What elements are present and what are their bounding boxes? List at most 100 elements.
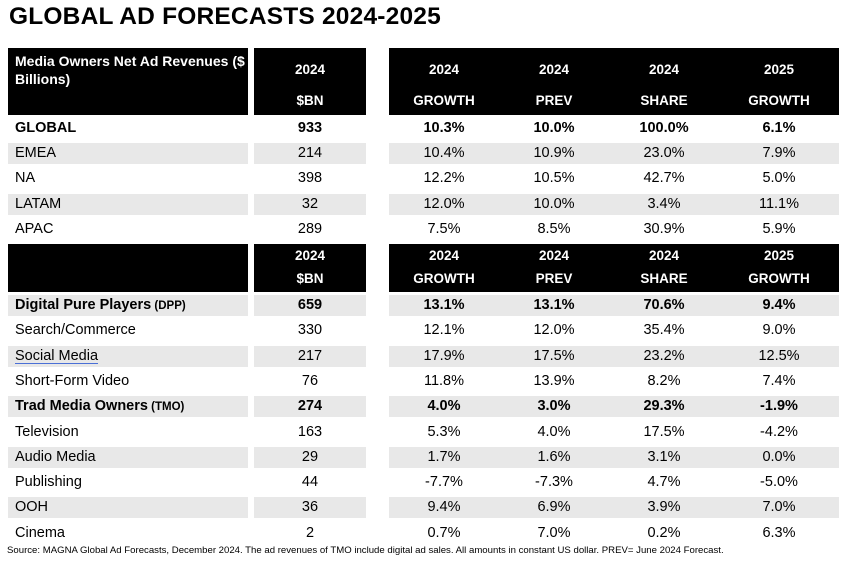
header-col-prev: 2024 PREV xyxy=(499,244,609,292)
row-label: Social Media xyxy=(15,346,98,367)
header-col-bottom: $BN xyxy=(296,93,324,108)
header-col-top: 2024 xyxy=(294,248,326,263)
cell-value: 7.9% xyxy=(762,145,796,162)
row-stripe xyxy=(254,345,366,367)
cell-value: 17.9% xyxy=(423,347,465,364)
cell-value: -4.2% xyxy=(760,423,798,440)
row-stripe xyxy=(8,396,248,418)
cell-value: 330 xyxy=(297,322,323,339)
row-label-text: Search/Commerce xyxy=(15,322,136,339)
row-label: EMEA xyxy=(15,143,56,164)
row-stripe xyxy=(8,446,248,468)
row-label: APAC xyxy=(15,219,53,240)
cell-value: 4.0% xyxy=(537,423,571,440)
row-label: Search/Commerce xyxy=(15,320,136,341)
row-label-text: EMEA xyxy=(15,145,57,162)
table-row: Cinema 2 0.7% 7.0% 0.2% 6.3% xyxy=(8,523,839,544)
table-row: Publishing 44 -7.7% -7.3% 4.7% -5.0% xyxy=(8,472,839,493)
cell-value: 10.9% xyxy=(533,145,575,162)
cell-value: 35.4% xyxy=(643,322,685,339)
row-label-text: Publishing xyxy=(15,474,82,491)
cell-value: 42.7% xyxy=(643,170,685,187)
cell-value: 3.9% xyxy=(647,499,681,516)
row-stripe xyxy=(8,345,248,367)
row-stripe xyxy=(254,497,366,519)
cell-value: 1.6% xyxy=(537,448,571,465)
row-label-text: Television xyxy=(15,423,79,440)
cell-value: 12.0% xyxy=(423,195,465,212)
cell-value: 274 xyxy=(297,398,323,415)
cell-value: 11.1% xyxy=(758,195,800,212)
row-stripe xyxy=(8,497,248,519)
cell-value: 7.0% xyxy=(537,524,571,541)
header-col-top: 2024 xyxy=(428,62,460,77)
cell-value: 12.2% xyxy=(423,170,465,187)
cell-value: 36 xyxy=(301,499,319,516)
row-label: Television xyxy=(15,422,79,443)
row-stripe xyxy=(8,143,248,165)
row-stripe xyxy=(8,193,248,215)
table-row: OOH 36 9.4% 6.9% 3.9% 7.0% xyxy=(8,497,839,519)
row-stripe xyxy=(389,345,499,367)
page-title: GLOBAL AD FORECASTS 2024-2025 xyxy=(9,3,441,30)
cell-value: 7.4% xyxy=(762,372,796,389)
cell-value: 12.1% xyxy=(423,322,465,339)
cell-value: 30.9% xyxy=(643,220,685,237)
cell-value: 8.5% xyxy=(537,220,571,237)
header-col-share: 2024 SHARE xyxy=(609,48,719,115)
cell-value: 13.9% xyxy=(533,372,575,389)
row-stripe xyxy=(254,193,366,215)
cell-value: 3.4% xyxy=(647,195,681,212)
cell-value: -5.0% xyxy=(760,474,798,491)
cell-value: 6.3% xyxy=(762,524,796,541)
row-stripe xyxy=(609,446,719,468)
header-gap-1 xyxy=(248,244,254,292)
cell-value: 289 xyxy=(297,220,323,237)
row-label: Trad Media Owners (TMO) xyxy=(15,396,184,418)
row-stripe xyxy=(389,295,499,316)
row-label-text: NA xyxy=(15,170,36,187)
cell-value: 3.1% xyxy=(647,448,681,465)
source-note: Source: MAGNA Global Ad Forecasts, Decem… xyxy=(7,545,724,556)
header-col-share: 2024 SHARE xyxy=(609,244,719,292)
row-label-text: Social Media xyxy=(15,347,99,364)
row-label-text: Digital Pure Players xyxy=(15,297,152,313)
cell-value: -7.7% xyxy=(425,474,463,491)
table-row: Audio Media 29 1.7% 1.6% 3.1% 0.0% xyxy=(8,446,839,468)
cell-value: 8.2% xyxy=(647,372,681,389)
row-label: NA xyxy=(15,168,35,189)
row-stripe xyxy=(609,295,719,316)
row-label: Publishing xyxy=(15,472,82,493)
row-label: OOH xyxy=(15,497,48,518)
cell-value: 10.0% xyxy=(533,120,575,136)
cell-value: 0.7% xyxy=(427,524,461,541)
header-col-bn: 2024 $BN xyxy=(254,48,366,115)
row-stripe xyxy=(499,396,609,418)
cell-value: 0.0% xyxy=(762,448,796,465)
cell-value: 23.0% xyxy=(643,145,685,162)
table-header-2: 2024 $BN 2024 GROWTH 2024 PREV 2024 SHAR… xyxy=(8,244,839,292)
table-row: NA 398 12.2% 10.5% 42.7% 5.0% xyxy=(8,168,839,189)
row-stripe xyxy=(499,446,609,468)
cell-value: 12.0% xyxy=(533,322,575,339)
cell-value: 9.0% xyxy=(762,322,796,339)
cell-value: -1.9% xyxy=(760,398,798,415)
header-col-prev: 2024 PREV xyxy=(499,48,609,115)
cell-value: 5.3% xyxy=(427,423,461,440)
row-stripe xyxy=(609,497,719,519)
cell-value: 76 xyxy=(301,372,319,389)
row-stripe xyxy=(719,497,839,519)
cell-value: 29.3% xyxy=(643,398,685,415)
row-label: LATAM xyxy=(15,194,61,215)
cell-value: 217 xyxy=(297,347,323,364)
row-stripe xyxy=(254,446,366,468)
row-label: Audio Media xyxy=(15,447,96,468)
header-col-top: 2024 xyxy=(648,62,680,77)
row-stripe xyxy=(719,446,839,468)
cell-value: 933 xyxy=(297,120,323,136)
row-stripe xyxy=(499,295,609,316)
row-label-text: GLOBAL xyxy=(15,120,77,136)
table-row: Trad Media Owners (TMO) 274 4.0% 3.0% 29.3% -… xyxy=(8,396,839,418)
header-col-bottom: SHARE xyxy=(640,93,688,108)
table-row: Digital Pure Players (DPP) 659 13.1% 13.1% 7… xyxy=(8,295,839,316)
